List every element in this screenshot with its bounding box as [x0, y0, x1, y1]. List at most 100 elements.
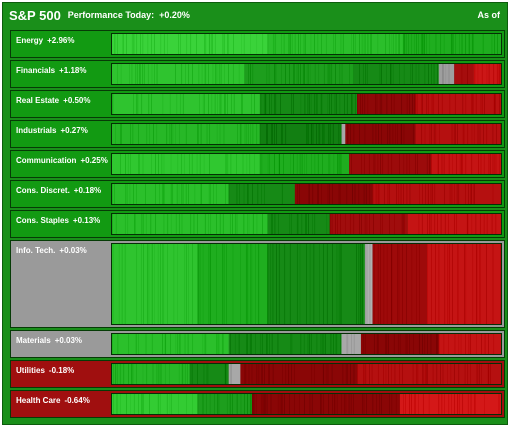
- stock-group-tile[interactable]: [399, 394, 501, 414]
- stock-tile-divider: [404, 214, 405, 234]
- sector-financials[interactable]: Financials +1.18%: [10, 60, 505, 88]
- stock-tile-divider: [487, 364, 489, 384]
- stock-group-tile[interactable]: [112, 154, 261, 174]
- stock-group-tile[interactable]: [454, 64, 474, 84]
- stock-group-tile[interactable]: [372, 244, 428, 324]
- stock-group-tile[interactable]: [473, 64, 501, 84]
- stock-tile-divider: [338, 124, 340, 144]
- stock-group-tile[interactable]: [294, 184, 373, 204]
- stock-strip[interactable]: [111, 153, 502, 175]
- stock-tile-divider: [346, 334, 348, 354]
- stock-tile-divider: [305, 34, 306, 54]
- stock-strip[interactable]: [111, 33, 502, 55]
- sector-energy[interactable]: Energy +2.96%: [10, 30, 505, 58]
- stock-strip[interactable]: [111, 93, 502, 115]
- stock-tile-divider: [184, 364, 186, 384]
- stock-group-tile[interactable]: [415, 124, 501, 144]
- stock-tile-divider: [141, 394, 142, 414]
- stock-group-tile[interactable]: [244, 64, 354, 84]
- stock-tile-divider: [425, 364, 426, 384]
- stock-tile-divider: [365, 64, 367, 84]
- stock-group-tile[interactable]: [112, 184, 229, 204]
- stock-tile-divider: [185, 184, 187, 204]
- stock-tile-divider: [180, 334, 181, 354]
- stock-tile-divider: [305, 214, 306, 234]
- sector-cons-discret[interactable]: Cons. Discret. +0.18%: [10, 180, 505, 208]
- stock-tile-divider: [219, 94, 221, 114]
- stock-tile-divider: [141, 94, 143, 114]
- stock-group-tile[interactable]: [189, 364, 229, 384]
- stock-group-tile[interactable]: [353, 64, 439, 84]
- stock-tile-divider: [355, 94, 356, 114]
- stock-tile-divider: [381, 214, 383, 234]
- stock-strip[interactable]: [111, 333, 502, 355]
- stock-strip[interactable]: [111, 123, 502, 145]
- stock-tile-divider: [223, 34, 225, 54]
- sector-change: +0.25%: [80, 156, 108, 165]
- stock-tile-divider: [233, 34, 234, 54]
- sector-communication[interactable]: Communication +0.25%: [10, 150, 505, 178]
- stock-tile-divider: [474, 394, 476, 414]
- sector-info-tech[interactable]: Info. Tech. +0.03%: [10, 240, 505, 328]
- stock-tile-divider: [136, 364, 137, 384]
- stock-group-tile[interactable]: [427, 244, 501, 324]
- stock-tile-divider: [112, 184, 113, 204]
- stock-tile-divider: [217, 94, 218, 114]
- stock-strip[interactable]: [111, 363, 502, 385]
- stock-tile-divider: [251, 244, 253, 324]
- stock-tile-divider: [208, 64, 209, 84]
- sector-materials[interactable]: Materials +0.03%: [10, 330, 505, 358]
- stock-tile-divider: [289, 214, 291, 234]
- stock-tile-divider: [231, 94, 232, 114]
- stock-group-tile[interactable]: [438, 64, 455, 84]
- stock-group-tile[interactable]: [415, 94, 501, 114]
- stock-tile-divider: [242, 154, 244, 174]
- stock-tile-divider: [181, 64, 183, 84]
- stock-group-tile[interactable]: [228, 184, 296, 204]
- sector-health-care[interactable]: Health Care -0.64%: [10, 390, 505, 418]
- stock-strip[interactable]: [111, 243, 502, 325]
- stock-group-tile[interactable]: [252, 394, 401, 414]
- stock-tile-divider: [131, 364, 132, 384]
- stock-group-tile[interactable]: [364, 244, 373, 324]
- stock-strip[interactable]: [111, 63, 502, 85]
- stock-strip[interactable]: [111, 393, 502, 415]
- stock-group-tile[interactable]: [403, 34, 501, 54]
- stock-tile-divider: [299, 154, 301, 174]
- stock-group-tile[interactable]: [345, 124, 416, 144]
- stock-group-tile[interactable]: [372, 184, 501, 204]
- sector-cons-staples[interactable]: Cons. Staples +0.13%: [10, 210, 505, 238]
- stock-group-tile[interactable]: [267, 244, 366, 324]
- stock-group-tile[interactable]: [329, 214, 408, 234]
- stock-group-tile[interactable]: [341, 124, 346, 144]
- stock-tile-divider: [392, 64, 394, 84]
- stock-group-tile[interactable]: [197, 394, 253, 414]
- stock-tile-divider: [267, 124, 268, 144]
- sector-name: Info. Tech.: [16, 246, 56, 255]
- stock-group-tile[interactable]: [228, 364, 241, 384]
- sector-industrials[interactable]: Industrials +0.27%: [10, 120, 505, 148]
- stock-group-tile[interactable]: [112, 394, 198, 414]
- stock-group-tile[interactable]: [259, 94, 358, 114]
- stock-strip[interactable]: [111, 183, 502, 205]
- stock-tile-divider: [365, 244, 366, 324]
- stock-group-tile[interactable]: [112, 94, 261, 114]
- stock-group-tile[interactable]: [228, 334, 342, 354]
- stock-group-tile[interactable]: [259, 124, 342, 144]
- stock-group-tile[interactable]: [112, 64, 245, 84]
- sector-utilities[interactable]: Utilities -0.18%: [10, 360, 505, 388]
- stock-group-tile[interactable]: [267, 34, 404, 54]
- stock-tile-divider: [324, 124, 325, 144]
- stock-tile-divider: [224, 94, 225, 114]
- stock-tile-divider: [213, 184, 214, 204]
- stock-group-tile[interactable]: [240, 364, 358, 384]
- stock-group-tile[interactable]: [357, 94, 416, 114]
- stock-group-tile[interactable]: [267, 214, 331, 234]
- stock-tile-divider: [228, 184, 230, 204]
- stock-tile-divider: [309, 184, 310, 204]
- sector-real-estate[interactable]: Real Estate +0.50%: [10, 90, 505, 118]
- stock-group-tile[interactable]: [438, 334, 501, 354]
- stock-strip[interactable]: [111, 213, 502, 235]
- stock-group-tile[interactable]: [349, 154, 432, 174]
- stock-tile-divider: [369, 244, 371, 324]
